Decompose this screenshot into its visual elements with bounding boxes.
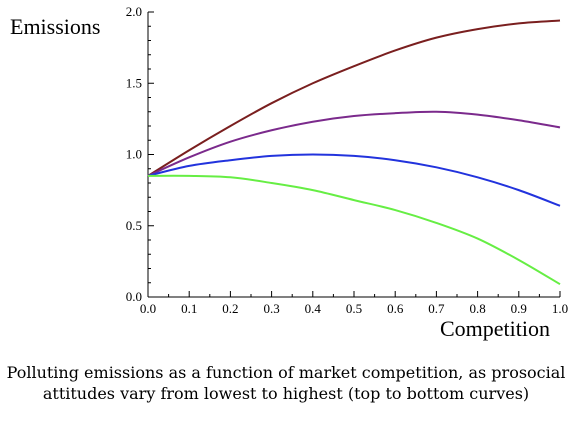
series-lines [147,19,561,286]
x-tick-label: 0.1 [181,301,197,316]
y-tick-label: 0.0 [126,289,142,304]
x-tick-label: 0.9 [511,301,527,316]
x-tick-label: 0.5 [346,301,362,316]
y-tick-label: 2.0 [126,4,142,19]
x-tick-label: 0.4 [305,301,322,316]
series-line-2 [147,110,561,177]
x-tick-label: 0.3 [263,301,279,316]
x-tick-label: 0.2 [222,301,238,316]
series-line-1 [147,19,561,177]
x-tick-label: 0.7 [428,301,445,316]
x-tick-label: 1.0 [552,301,568,316]
y-tick-label: 1.0 [126,147,142,162]
x-tick-label: 0.0 [140,301,156,316]
x-tick-label: 0.8 [469,301,485,316]
y-tick-label: 0.5 [126,218,142,233]
ticks: 0.0 0.5 1.0 1.5 2.0 0.0 0.1 0.2 0.3 0.4 0.5 0.6 0.7 0… [126,4,568,316]
axes [147,12,560,298]
x-tick-label: 0.6 [387,301,404,316]
chart: 0.0 0.5 1.0 1.5 2.0 0.0 0.1 0.2 0.3 0.4 0.5 0.6 0.7 0… [126,4,568,316]
series-line-3 [147,153,561,207]
series-line-4 [147,174,561,286]
y-axis-label: Emissions [10,14,101,39]
y-tick-label: 1.5 [126,75,142,90]
figure-caption: Polluting emissions as a function of mar… [6,363,566,403]
x-axis-label: Competition [440,316,550,341]
